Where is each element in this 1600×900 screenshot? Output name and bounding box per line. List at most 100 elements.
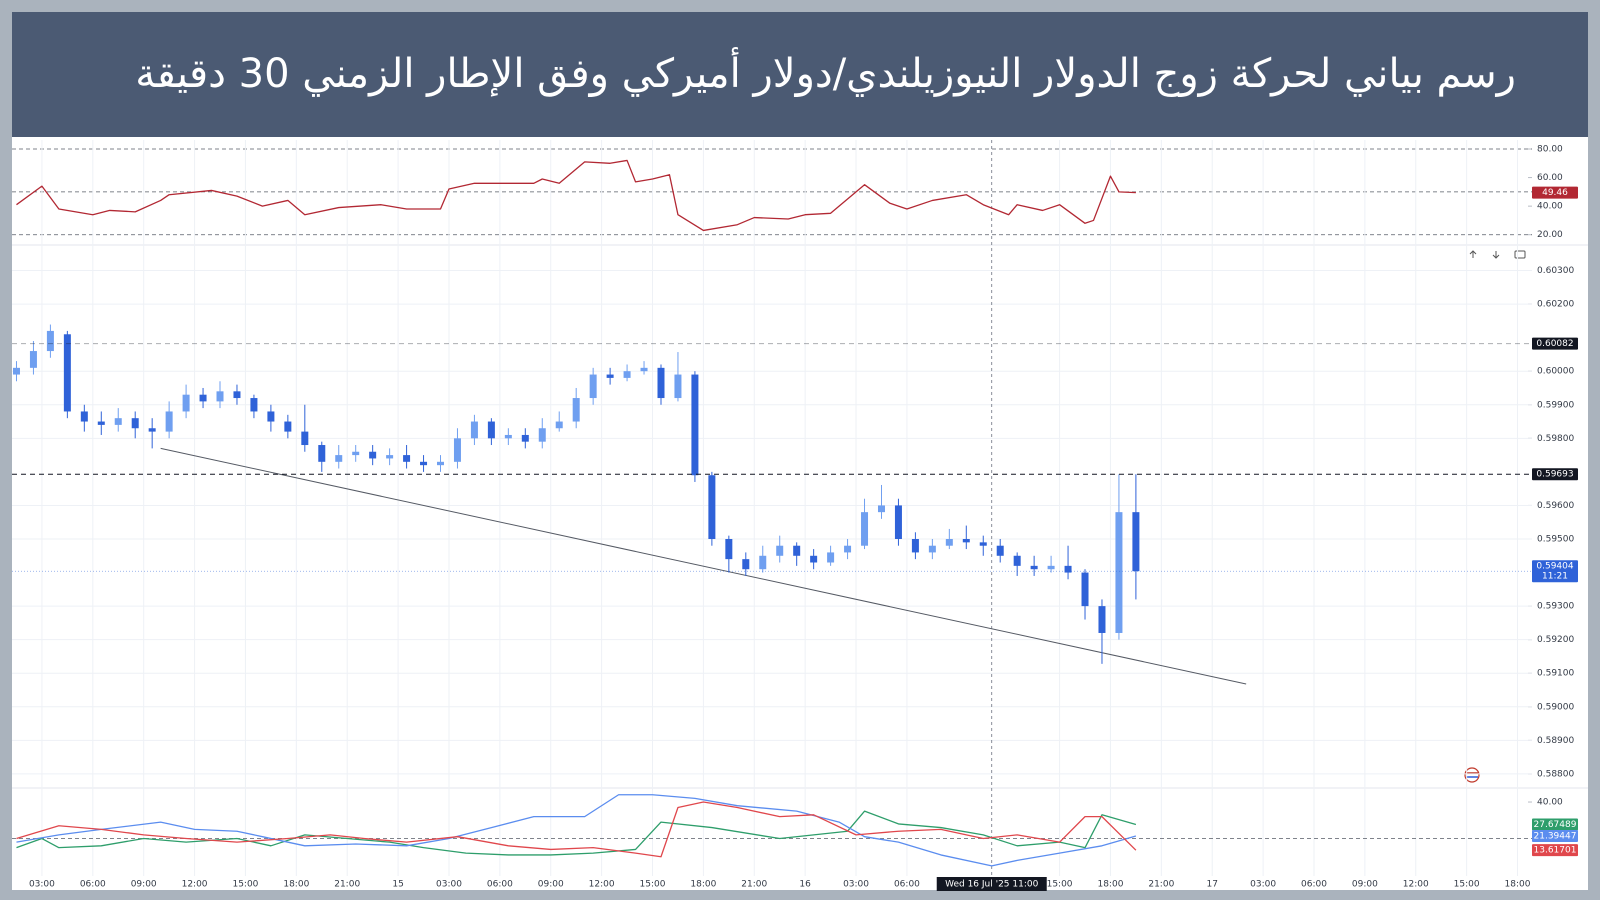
x-tick-label: 09:00: [1352, 880, 1378, 890]
candle-body: [606, 374, 614, 378]
y-tick-label: 0.59900: [1537, 400, 1574, 410]
candle-body: [487, 421, 495, 439]
x-tick-label: 18:00: [283, 880, 309, 890]
move-down-button[interactable]: [1492, 251, 1500, 259]
y-tick-label: 0.58800: [1537, 769, 1574, 779]
y-tick-label: 80.00: [1537, 145, 1563, 155]
candle-body: [46, 330, 54, 352]
candle-body: [640, 367, 648, 372]
x-tick-label: 18:00: [1097, 880, 1123, 890]
candle-body: [114, 418, 122, 425]
y-tick-label: 0.60200: [1537, 300, 1574, 310]
y-tick-label: 40.00: [1537, 798, 1563, 808]
candle-body: [623, 371, 631, 378]
x-tick-label: 15:00: [1047, 880, 1073, 890]
candle-body: [928, 545, 936, 553]
last-value-label: 21.39447: [1534, 831, 1577, 841]
marks-layer: [12, 159, 1532, 867]
candle-body: [1098, 606, 1106, 633]
x-tick-label: 03:00: [843, 880, 869, 890]
candle-body: [1064, 565, 1072, 573]
candle-body: [504, 434, 512, 439]
candle-body: [216, 391, 224, 402]
price-line-label-box: [1532, 468, 1578, 481]
y-tick-label: 0.60300: [1537, 266, 1574, 276]
line-series: [16, 794, 1137, 867]
candle-body: [742, 559, 750, 570]
x-tick-label: 21:00: [1148, 880, 1174, 890]
x-tick-label: 16: [799, 880, 811, 890]
candle-body: [80, 411, 88, 422]
candle-body: [63, 334, 71, 412]
candle-body: [335, 455, 343, 462]
y-tick-label: 40.00: [1537, 202, 1563, 212]
maximize-button[interactable]: [1514, 250, 1526, 259]
candle-body: [861, 512, 869, 546]
x-tick-label: 03:00: [29, 880, 55, 890]
candle-body: [318, 445, 326, 462]
y-tick-label: 20.00: [1537, 230, 1563, 240]
last-value-label: 27.67489: [1534, 820, 1577, 830]
candle-body: [470, 421, 478, 439]
y-tick-label: 0.59300: [1537, 602, 1574, 612]
x-tick-label: 12:00: [182, 880, 208, 890]
candle-body: [1030, 565, 1038, 570]
y-tick-label: 0.59100: [1537, 669, 1574, 679]
candle-body: [12, 367, 20, 375]
candle-body: [453, 438, 461, 462]
candle-body: [131, 418, 139, 429]
candle-body: [793, 545, 801, 556]
last-value-label-box: [1532, 818, 1578, 831]
flag-icon: [1464, 767, 1480, 783]
candle-body: [555, 421, 563, 429]
trendline: [160, 447, 1247, 685]
last-value-label-box: [1532, 844, 1578, 857]
labels-layer: 80.00 60.00 40.00 20.00 49.46 0.60300 0.60200 0…: [29, 145, 1578, 891]
candle-body: [589, 374, 597, 399]
candle-body: [437, 461, 445, 466]
candle-body: [165, 411, 173, 432]
candle-body: [691, 374, 699, 476]
candle-body: [29, 351, 37, 368]
x-tick-label: 06:00: [487, 880, 513, 890]
y-tick-label: 0.59800: [1537, 434, 1574, 444]
candle-body: [182, 394, 190, 412]
x-tick-label: 06:00: [894, 880, 920, 890]
candle-body: [911, 539, 919, 553]
candle-body: [674, 374, 682, 399]
candle-body: [945, 539, 953, 546]
candle-body: [708, 475, 716, 539]
price-line-label: 0.59693: [1536, 470, 1573, 480]
pane-buttons[interactable]: [1469, 250, 1526, 259]
x-tick-label: 03:00: [1250, 880, 1276, 890]
x-tick-label: 21:00: [741, 880, 767, 890]
y-tick-label: 0.58900: [1537, 736, 1574, 746]
crosshair-label-box: [936, 877, 1047, 891]
x-tick-label: 06:00: [1301, 880, 1327, 890]
line-series: [16, 801, 1137, 858]
candle-body: [572, 398, 580, 422]
title-bar: رسم بياني لحركة زوج الدولار النيوزيلندي/…: [12, 12, 1588, 137]
y-tick-label: 0.59200: [1537, 635, 1574, 645]
last-price-label: 0.59404: [1536, 562, 1573, 572]
candle-body: [301, 431, 309, 446]
x-tick-label: 09:00: [538, 880, 564, 890]
y-tick-label: 0.60000: [1537, 367, 1574, 377]
price-line-label-box: [1532, 337, 1578, 350]
x-tick-label: 03:00: [436, 880, 462, 890]
title: رسم بياني لحركة زوج الدولار النيوزيلندي/…: [135, 51, 1516, 97]
candle-body: [827, 552, 835, 563]
last-value-label-box: [1532, 829, 1578, 842]
candle-body: [979, 542, 987, 546]
x-tick-label: 15:00: [640, 880, 666, 890]
candle-body: [657, 367, 665, 399]
move-up-button[interactable]: [1469, 250, 1477, 258]
candle-body: [199, 394, 207, 402]
last-value-label-box: [1532, 186, 1578, 199]
candle-body: [725, 539, 733, 560]
candle-body: [1013, 555, 1021, 566]
candle-body: [386, 455, 394, 459]
x-tick-label: 17: [1206, 880, 1217, 890]
